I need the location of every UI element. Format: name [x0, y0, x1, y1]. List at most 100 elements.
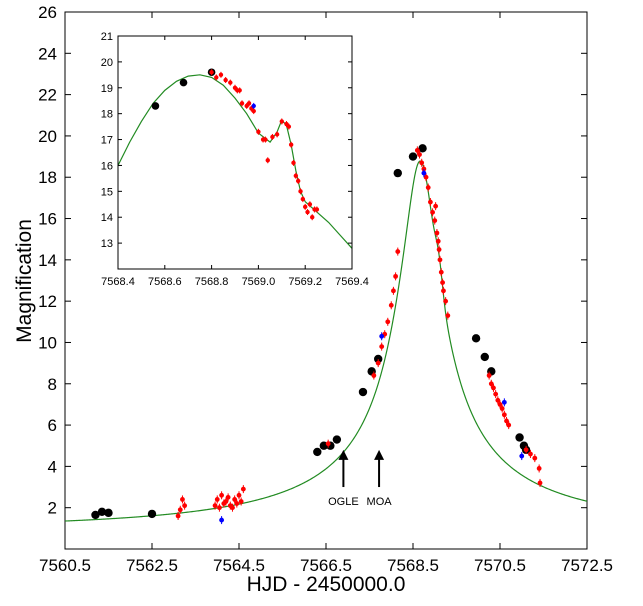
- x-tick-label: 7566.5: [300, 556, 352, 575]
- followup-data-point: [423, 174, 429, 180]
- y-tick-label: 26: [38, 3, 57, 22]
- y-tick-label: 2: [48, 499, 57, 518]
- y-axis-title: Magnification: [13, 219, 36, 343]
- followup-data-point: [310, 215, 315, 220]
- followup-data-point: [497, 402, 503, 407]
- followup-data-point: [434, 230, 440, 236]
- inset-ticks: [117, 35, 353, 269]
- followup-data-point: [430, 209, 435, 215]
- main-data-marks: [65, 144, 587, 525]
- x-tick-label: 7570.5: [474, 556, 526, 575]
- y-tick-label: 4: [48, 457, 57, 476]
- followup-data-point: [307, 202, 313, 207]
- y-tick-label: 22: [38, 86, 57, 105]
- y-tick-label: 19: [101, 83, 113, 95]
- x-tick-label: 7568.4: [101, 276, 135, 288]
- other-data-point: [501, 399, 507, 405]
- followup-data-point: [237, 88, 242, 93]
- survey-data-point: [358, 387, 368, 397]
- inset-tick-labels: 7568.4 7568.6 7568.8 7569.0 7569.2 7569.4 13 14…: [101, 31, 369, 288]
- followup-data-point: [528, 451, 533, 457]
- followup-data-point: [379, 344, 385, 349]
- followup-data-point: [182, 503, 188, 509]
- inset-data-marks: [118, 68, 352, 249]
- followup-data-point: [537, 480, 543, 486]
- followup-data-point: [234, 501, 240, 506]
- other-data-point: [519, 453, 525, 459]
- y-tick-label: 16: [101, 160, 113, 172]
- followup-data-point: [419, 160, 425, 166]
- followup-data-point: [270, 134, 275, 140]
- other-data-point: [379, 333, 385, 339]
- survey-data-point: [393, 168, 402, 178]
- followup-data-point: [279, 119, 284, 124]
- survey-data-point: [179, 78, 188, 87]
- followup-data-point: [228, 80, 233, 85]
- followup-data-point: [488, 381, 494, 387]
- y-tick-label: 14: [101, 212, 113, 224]
- survey-data-point: [374, 354, 383, 364]
- followup-data-point: [506, 422, 512, 428]
- x-tick-label: 7568.5: [387, 556, 439, 575]
- followup-data-point: [217, 505, 222, 511]
- inset-plot: 7568.4 7568.6 7568.8 7569.0 7569.2 7569.4 13 14…: [101, 31, 369, 288]
- other-data-point: [421, 170, 427, 176]
- followup-data-point: [428, 199, 433, 205]
- followup-data-point: [218, 72, 224, 78]
- followup-data-point: [440, 280, 445, 285]
- followup-data-point: [375, 360, 381, 366]
- followup-data-point: [421, 166, 427, 172]
- followup-data-point: [441, 288, 446, 294]
- followup-data-point: [432, 218, 438, 224]
- followup-data-point: [445, 313, 451, 319]
- x-tick-label: 7569.2: [288, 276, 322, 288]
- followup-data-point: [495, 397, 501, 403]
- y-tick-label: 14: [38, 251, 57, 270]
- followup-data-point: [225, 494, 231, 500]
- survey-data-point: [332, 435, 342, 444]
- followup-data-point: [523, 447, 529, 453]
- inset-plot-bg: [118, 36, 352, 269]
- followup-data-point: [239, 101, 245, 106]
- followup-data-point: [536, 466, 542, 471]
- followup-data-point: [305, 209, 310, 215]
- y-tick-label: 12: [38, 292, 57, 311]
- survey-data-point: [104, 508, 113, 518]
- survey-data-point: [418, 144, 427, 153]
- followup-data-point: [417, 152, 422, 157]
- followup-data-point: [425, 185, 431, 190]
- followup-data-point: [501, 412, 507, 418]
- x-tick-label: 7560.5: [39, 556, 91, 575]
- survey-data-point: [97, 507, 107, 517]
- followup-data-point: [219, 492, 225, 498]
- y-tick-label: 21: [101, 31, 113, 43]
- followup-data-point: [214, 497, 220, 502]
- followup-data-point: [443, 298, 449, 304]
- followup-data-point: [230, 505, 235, 511]
- followup-data-point: [177, 507, 183, 513]
- y-tick-label: 13: [101, 238, 113, 250]
- followup-data-point: [395, 249, 401, 254]
- x-tick-label: 7569.4: [335, 276, 369, 288]
- followup-data-point: [385, 319, 391, 325]
- y-tick-label: 18: [101, 109, 113, 121]
- annotation-label: OGLE: [328, 496, 359, 508]
- followup-data-point: [437, 257, 443, 263]
- followup-data-point: [504, 418, 509, 424]
- survey-data-point: [408, 152, 418, 161]
- followup-data-point: [433, 203, 439, 209]
- followup-data-point: [325, 441, 331, 447]
- annotation-arrowhead: [374, 449, 385, 460]
- main-tick-labels: 7560.5 7562.5 7564.5 7566.5 7568.5 7570.5 7572…: [38, 3, 613, 575]
- followup-data-point: [288, 142, 294, 147]
- followup-data-point: [293, 173, 299, 178]
- other-data-point: [219, 517, 225, 523]
- followup-data-point: [295, 178, 301, 184]
- followup-data-point: [263, 137, 268, 142]
- followup-data-point: [209, 70, 214, 75]
- annotation-label: MOA: [367, 496, 393, 508]
- x-tick-label: 7572.5: [561, 556, 613, 575]
- main-plot: 7560.5 7562.5 7564.5 7566.5 7568.5 7570.5 7572…: [13, 3, 613, 596]
- followup-data-point: [251, 108, 256, 114]
- followup-data-point: [212, 503, 218, 509]
